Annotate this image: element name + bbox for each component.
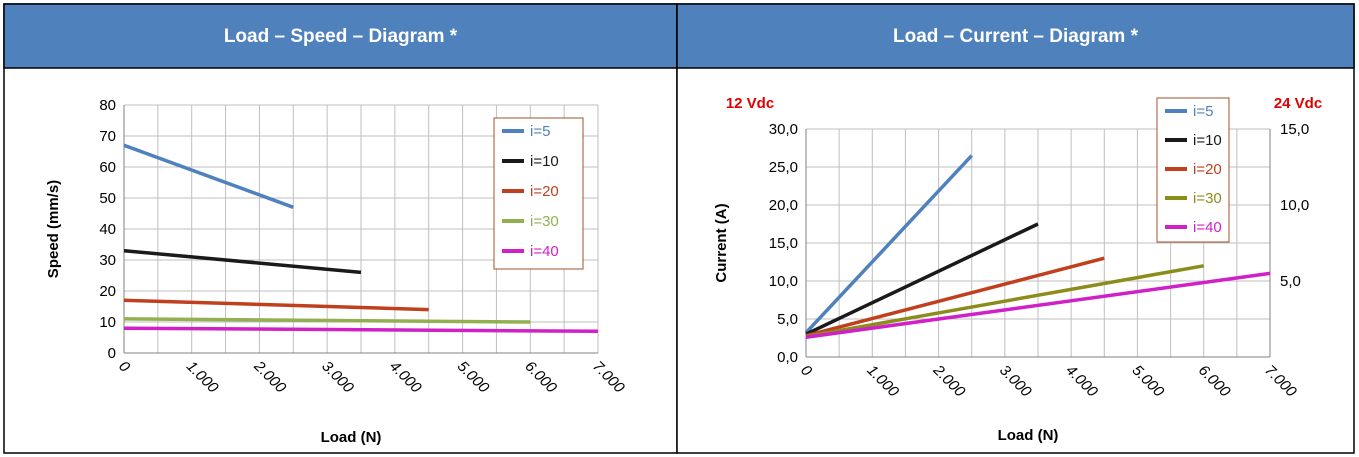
chart-2: 0,05,010,015,020,025,030,05,010,015,00 1.… — [713, 95, 1322, 444]
panel-title: Load – Current – Diagram * — [893, 26, 1139, 47]
legend-label: i=30 — [530, 213, 559, 230]
legend-box — [493, 117, 584, 270]
y-tick-label: 10,0 — [769, 273, 798, 290]
series-line-i=5 — [804, 154, 973, 334]
legend-item: i=5 — [502, 123, 550, 140]
legend-item: i=40 — [1165, 219, 1222, 236]
panel-header — [676, 3, 1355, 69]
y-tick-label: 50 — [99, 190, 116, 207]
series-line-i=30 — [805, 264, 1205, 339]
y-tick-label: 5,0 — [777, 311, 798, 328]
y2-tick-label: 15,0 — [1280, 121, 1309, 138]
x-axis-title: Load (N) — [998, 427, 1059, 444]
series-line-i=10 — [123, 248, 362, 275]
legend-label: i=10 — [1193, 132, 1222, 149]
legend-label: i=20 — [530, 183, 559, 200]
y-tick-label: 25,0 — [769, 159, 798, 176]
series-line-i=40 — [805, 271, 1271, 339]
legend-label: i=5 — [530, 123, 550, 140]
y-tick-label: 0 — [108, 345, 116, 362]
legend-item: i=5 — [1165, 103, 1213, 120]
series-line-i=20 — [805, 256, 1105, 338]
y-tick-label: 10 — [99, 314, 116, 331]
legend-item: i=30 — [1165, 190, 1222, 207]
legend-item: i=40 — [502, 243, 559, 260]
legend-item: i=30 — [502, 213, 559, 230]
legend-label: i=20 — [1193, 161, 1222, 178]
legend-label: i=40 — [530, 243, 559, 260]
legend-item: i=10 — [502, 153, 559, 170]
legend-item: i=20 — [1165, 161, 1222, 178]
y-tick-label: 0,0 — [777, 349, 798, 366]
y-axis-title: Current (A) — [713, 203, 730, 282]
y-tick-label: 30,0 — [769, 121, 798, 138]
y-axis-title: Speed (mm/s) — [45, 180, 62, 278]
series-line-i=20 — [123, 298, 429, 312]
series-line-i=10 — [805, 222, 1039, 336]
series-line-i=5 — [123, 143, 294, 209]
legend-label: i=40 — [1193, 219, 1222, 236]
panel-header — [3, 3, 678, 69]
y-tick-label: 60 — [99, 159, 116, 176]
legend-item: i=10 — [1165, 132, 1222, 149]
y2-tick-label: 10,0 — [1280, 197, 1309, 214]
y-tick-label: 80 — [99, 97, 116, 114]
panel-2: Load – Current – Diagram * — [676, 3, 1355, 454]
left-voltage-label: 12 Vdc — [726, 95, 774, 112]
series-line-i=40 — [123, 326, 599, 334]
legend: i=5 i=10 i=20 i=30 i=40 — [493, 117, 584, 270]
y-tick-label: 70 — [99, 128, 116, 145]
y-tick-label: 40 — [99, 221, 116, 238]
y-tick-label: 15,0 — [769, 235, 798, 252]
legend-label: i=30 — [1193, 190, 1222, 207]
right-voltage-label: 24 Vdc — [1274, 95, 1322, 112]
panel-frame — [676, 3, 1355, 454]
x-axis-title: Load (N) — [321, 429, 382, 446]
y-tick-label: 30 — [99, 252, 116, 269]
y-tick-label: 20 — [99, 283, 116, 300]
y-tick-label: 20,0 — [769, 197, 798, 214]
panel-title: Load – Speed – Diagram * — [224, 26, 458, 47]
legend: i=5 i=10 i=20 i=30 i=40 — [1156, 97, 1230, 243]
y2-tick-label: 5,0 — [1280, 273, 1301, 290]
legend-label: i=5 — [1193, 103, 1213, 120]
legend-item: i=20 — [502, 183, 559, 200]
series-line-i=30 — [123, 317, 531, 324]
legend-label: i=10 — [530, 153, 559, 170]
